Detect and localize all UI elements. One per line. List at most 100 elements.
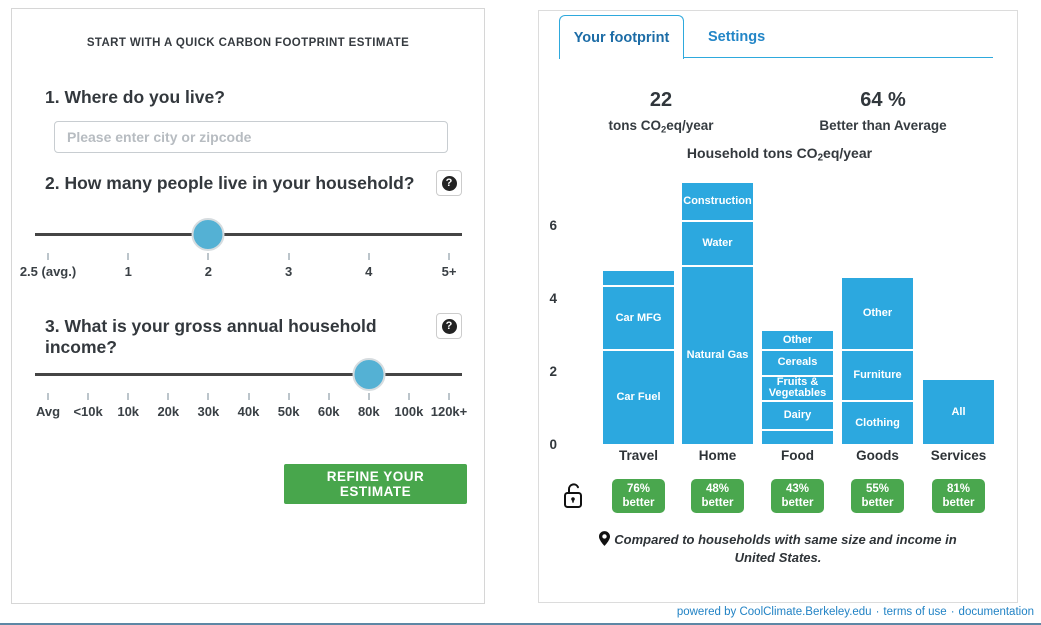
bar-segment-cereals[interactable]: Cereals — [762, 351, 833, 375]
slider-tick — [287, 253, 290, 260]
slider-tick — [448, 393, 450, 400]
bottom-divider — [0, 623, 1041, 625]
household-size-slider[interactable]: 2.5 (avg.) 1 2 3 4 5+ — [20, 218, 462, 282]
bar-segment-natural-gas[interactable]: Natural Gas — [682, 267, 753, 444]
stat-better-than-average: 64 % Better than Average — [783, 89, 983, 135]
question-household-size-label: 2. How many people live in your househol… — [45, 173, 415, 193]
comparison-note: Compared to households with same size an… — [539, 531, 1017, 568]
y-axis-tick-label: 0 — [549, 437, 557, 452]
slider-tick-label: 20k — [157, 404, 180, 419]
slider-tick-label: 100k — [394, 404, 424, 419]
slider-tick — [448, 253, 450, 260]
bar-travel[interactable]: Car Fuel Car MFG — [603, 270, 674, 444]
category-label-services: Services — [930, 448, 987, 463]
slider-tick-label: 2 — [204, 264, 213, 279]
bar-segment[interactable] — [762, 431, 833, 444]
slider-tick-label: 4 — [365, 264, 373, 279]
question-mark-icon: ? — [441, 318, 457, 334]
slider-handle[interactable] — [352, 358, 386, 391]
unlock-icon[interactable] — [563, 481, 584, 514]
tab-your-footprint[interactable]: Your footprint — [559, 15, 684, 59]
form-title: START WITH A QUICK CARBON FOOTPRINT ESTI… — [86, 37, 410, 49]
bar-segment-all[interactable]: All — [923, 380, 994, 444]
bar-segment[interactable] — [603, 270, 674, 286]
slider-tick — [367, 253, 370, 260]
bar-segment-other[interactable]: Other — [762, 331, 833, 350]
slider-handle[interactable] — [191, 218, 225, 251]
estimate-form-panel: START WITH A QUICK CARBON FOOTPRINT ESTI… — [11, 8, 485, 604]
question-location-label: 1. Where do you live? — [45, 87, 225, 107]
slider-tick — [87, 393, 90, 400]
income-help-button[interactable]: ? — [436, 313, 462, 339]
question-income-label: 3. What is your gross annual household i… — [45, 316, 377, 357]
tab-settings[interactable]: Settings — [708, 28, 766, 45]
location-pin-icon — [599, 531, 611, 546]
y-axis-tick-label: 2 — [549, 364, 557, 379]
slider-tick-label: 1 — [124, 264, 132, 279]
bar-goods[interactable]: Clothing Furniture Other — [842, 278, 913, 444]
summary-stats: 22 tons CO2eq/year 64 % Better than Aver… — [539, 89, 983, 135]
stat-total-value: 22 — [649, 89, 673, 111]
bar-segment-car-fuel[interactable]: Car Fuel — [603, 351, 674, 444]
bar-segment-car-mfg[interactable]: Car MFG — [603, 287, 674, 350]
bar-segment-water[interactable]: Water — [682, 221, 753, 266]
better-badge-goods: 55% better — [851, 479, 904, 513]
bar-food[interactable]: Dairy Fruits & Vegetables Cereals Other — [762, 331, 833, 444]
better-badge-services: 81% better — [932, 479, 985, 513]
category-label-food: Food — [781, 448, 814, 463]
footer-links: powered by CoolClimate.Berkeley.edu · term… — [676, 606, 1034, 618]
bar-segment-dairy[interactable]: Dairy — [762, 402, 833, 430]
bar-segment-furniture[interactable]: Furniture — [842, 351, 913, 401]
bar-segment-fruits-vegetables[interactable]: Fruits & Vegetables — [762, 376, 833, 401]
question-mark-icon: ? — [441, 175, 457, 191]
question-income: 3. What is your gross annual household i… — [45, 313, 462, 358]
slider-tick — [407, 393, 410, 400]
terms-of-use-link[interactable]: terms of use — [883, 606, 947, 618]
y-axis-tick-label: 6 — [549, 218, 557, 233]
slider-tick — [327, 393, 330, 400]
slider-tick-label: 2.5 (avg.) — [19, 264, 77, 279]
slider-tick — [47, 393, 49, 400]
bar-segment-clothing[interactable]: Clothing — [842, 402, 913, 444]
slider-tick-label: <10k — [73, 404, 103, 419]
stat-total-tons: 22 tons CO2eq/year — [539, 89, 783, 135]
slider-tick-label: 50k — [277, 404, 300, 419]
bar-segment-other[interactable]: Other — [842, 278, 913, 350]
household-size-help-button[interactable]: ? — [436, 170, 462, 196]
slider-tick-label: 3 — [284, 264, 293, 279]
slider-track[interactable] — [35, 373, 462, 376]
slider-tick-label: 60k — [317, 404, 340, 419]
slider-tick — [127, 393, 130, 400]
comparison-note-line2: United States. — [734, 550, 822, 565]
slider-tick — [207, 253, 210, 260]
documentation-link[interactable]: documentation — [958, 606, 1034, 618]
slider-track[interactable] — [35, 233, 462, 236]
slider-tick — [207, 393, 210, 400]
bar-segment-construction[interactable]: Construction — [682, 183, 753, 220]
slider-tick-label: Avg — [35, 404, 61, 419]
better-badge-food: 43% better — [771, 479, 824, 513]
city-zipcode-input[interactable] — [54, 121, 448, 153]
question-household-size: 2. How many people live in your househol… — [45, 170, 462, 196]
category-label-goods: Goods — [856, 448, 899, 463]
footprint-panel: Your footprint Settings 22 tons CO2eq/ye… — [538, 10, 1018, 603]
question-location: 1. Where do you live? — [45, 87, 462, 108]
bar-services[interactable]: All — [923, 380, 994, 444]
stat-better-label: Better than Average — [819, 118, 947, 133]
category-label-home: Home — [698, 448, 737, 463]
slider-tick — [47, 253, 49, 260]
slider-tick — [127, 253, 130, 260]
slider-tick — [167, 393, 170, 400]
bar-home[interactable]: Natural Gas Water Construction — [682, 183, 753, 444]
slider-tick-label: 120k+ — [430, 404, 468, 419]
slider-tick — [287, 393, 290, 400]
refine-estimate-button[interactable]: REFINE YOUR ESTIMATE — [284, 464, 467, 504]
better-badge-travel: 76% better — [612, 479, 665, 513]
slider-tick — [367, 393, 370, 400]
powered-by-link[interactable]: powered by CoolClimate.Berkeley.edu — [676, 606, 872, 618]
income-slider[interactable]: Avg <10k 10k 20k 30k 40k 50k 60k 80k 100k 120k+ — [35, 358, 467, 422]
slider-tick-label: 5+ — [441, 264, 457, 279]
slider-tick — [247, 393, 250, 400]
stat-better-value: 64 % — [860, 89, 906, 111]
comparison-note-line1: Compared to households with same size an… — [539, 531, 1017, 547]
